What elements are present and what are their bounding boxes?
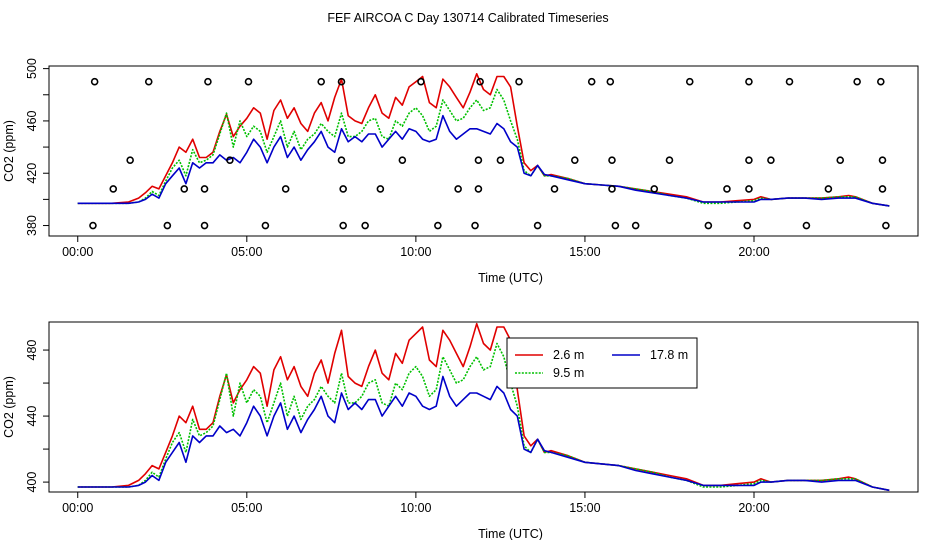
x-tick-label: 00:00	[62, 245, 93, 259]
cal-marker	[665, 156, 674, 164]
legend: 2.6 m 9.5 m 17.8 m	[506, 337, 698, 389]
cal-marker	[474, 185, 483, 193]
cal-marker	[650, 185, 659, 193]
cal-marker	[550, 185, 559, 193]
legend-label-9-5m: 9.5 m	[553, 366, 584, 380]
cal-marker	[570, 156, 579, 164]
y-tick-label: 420	[25, 163, 39, 184]
bottom-y-axis-label: CO2 (ppm)	[2, 376, 16, 438]
cal-marker	[434, 221, 442, 230]
cal-marker	[533, 221, 542, 230]
x-tick-label: 20:00	[738, 501, 769, 515]
cal-marker	[802, 221, 811, 230]
x-tick-label: 00:00	[62, 501, 93, 515]
cal-marker	[204, 77, 212, 86]
cal-marker	[496, 156, 505, 164]
cal-marker	[281, 185, 290, 193]
top-series	[77, 73, 890, 207]
legend-box	[506, 337, 698, 389]
cal-marker	[454, 185, 462, 193]
cal-marker	[476, 77, 484, 86]
cal-marker	[877, 77, 885, 86]
x-tick-label: 20:00	[738, 245, 769, 259]
cal-marker	[608, 185, 616, 193]
x-tick-label: 05:00	[231, 245, 262, 259]
x-tick-label: 05:00	[231, 501, 262, 515]
calibration-markers	[89, 77, 890, 230]
top-y-axis-label: CO2 (ppm)	[2, 120, 16, 182]
cal-marker	[200, 221, 209, 230]
cal-marker	[337, 156, 346, 164]
cal-marker	[361, 221, 369, 230]
bottom-panel: 00:00 05:00 10:00 15:00 20:00 400 440 480 Time …	[2, 321, 919, 540]
series-line-2-6-m-top	[77, 73, 890, 207]
cal-marker	[474, 156, 483, 164]
figure-title: FEF AIRCOA C Day 130714 Calibrated Times…	[327, 11, 608, 25]
top-x-axis-label: Time (UTC)	[478, 271, 543, 285]
series-line-2-6-m-bottom	[77, 322, 890, 492]
cal-marker	[745, 185, 753, 193]
x-tick-label: 10:00	[400, 245, 431, 259]
bottom-x-axis-label: Time (UTC)	[478, 527, 543, 540]
cal-marker	[606, 77, 615, 86]
x-tick-label: 10:00	[400, 501, 431, 515]
cal-marker	[836, 156, 845, 164]
cal-marker	[261, 221, 270, 230]
x-tick-label: 15:00	[569, 501, 600, 515]
cal-marker	[785, 77, 794, 86]
cal-marker	[244, 77, 253, 86]
y-tick-label: 460	[25, 110, 39, 131]
cal-marker	[608, 156, 616, 164]
cal-marker	[471, 221, 479, 230]
legend-label-17-8m: 17.8 m	[650, 348, 688, 362]
series-line-17-8-m-top	[77, 114, 890, 207]
cal-marker	[337, 77, 346, 86]
y-tick-label: 380	[25, 215, 39, 236]
cal-marker	[398, 156, 407, 164]
cal-marker	[631, 221, 640, 230]
cal-marker	[745, 77, 753, 86]
cal-marker	[90, 77, 99, 86]
y-tick-label: 400	[25, 472, 39, 493]
cal-marker	[745, 156, 753, 164]
cal-marker	[109, 185, 118, 193]
cal-marker	[126, 156, 134, 164]
cal-marker	[878, 185, 887, 193]
cal-marker	[144, 77, 153, 86]
cal-marker	[163, 221, 172, 230]
cal-marker	[611, 221, 620, 230]
y-tick-label: 500	[25, 58, 39, 79]
cal-marker	[723, 185, 731, 193]
top-plot-frame	[48, 65, 919, 237]
bottom-series	[77, 322, 890, 492]
y-tick-label: 480	[25, 340, 39, 361]
x-tick-label: 15:00	[569, 245, 600, 259]
cal-marker	[824, 185, 833, 193]
cal-marker	[685, 77, 694, 86]
cal-marker	[767, 156, 775, 164]
top-panel: 00:00 05:00 10:00 15:00 20:00 380 420 460 500 Ti…	[2, 58, 919, 285]
bottom-plot-frame	[48, 321, 919, 493]
cal-marker	[339, 221, 347, 230]
cal-marker	[376, 185, 385, 193]
cal-marker	[89, 221, 97, 230]
cal-marker	[200, 185, 209, 193]
cal-marker	[704, 221, 713, 230]
y-tick-label: 440	[25, 406, 39, 427]
legend-label-2-6m: 2.6 m	[553, 348, 584, 362]
cal-marker	[587, 77, 596, 86]
cal-marker	[882, 221, 890, 230]
cal-marker	[417, 77, 425, 86]
cal-marker	[226, 156, 234, 164]
cal-marker	[339, 185, 347, 193]
cal-marker	[853, 77, 861, 86]
series-line-17-8-m-bottom	[77, 375, 890, 492]
cal-marker	[515, 77, 523, 86]
cal-marker	[878, 156, 887, 164]
cal-marker	[180, 185, 189, 193]
cal-marker	[317, 77, 325, 86]
cal-marker	[743, 221, 752, 230]
